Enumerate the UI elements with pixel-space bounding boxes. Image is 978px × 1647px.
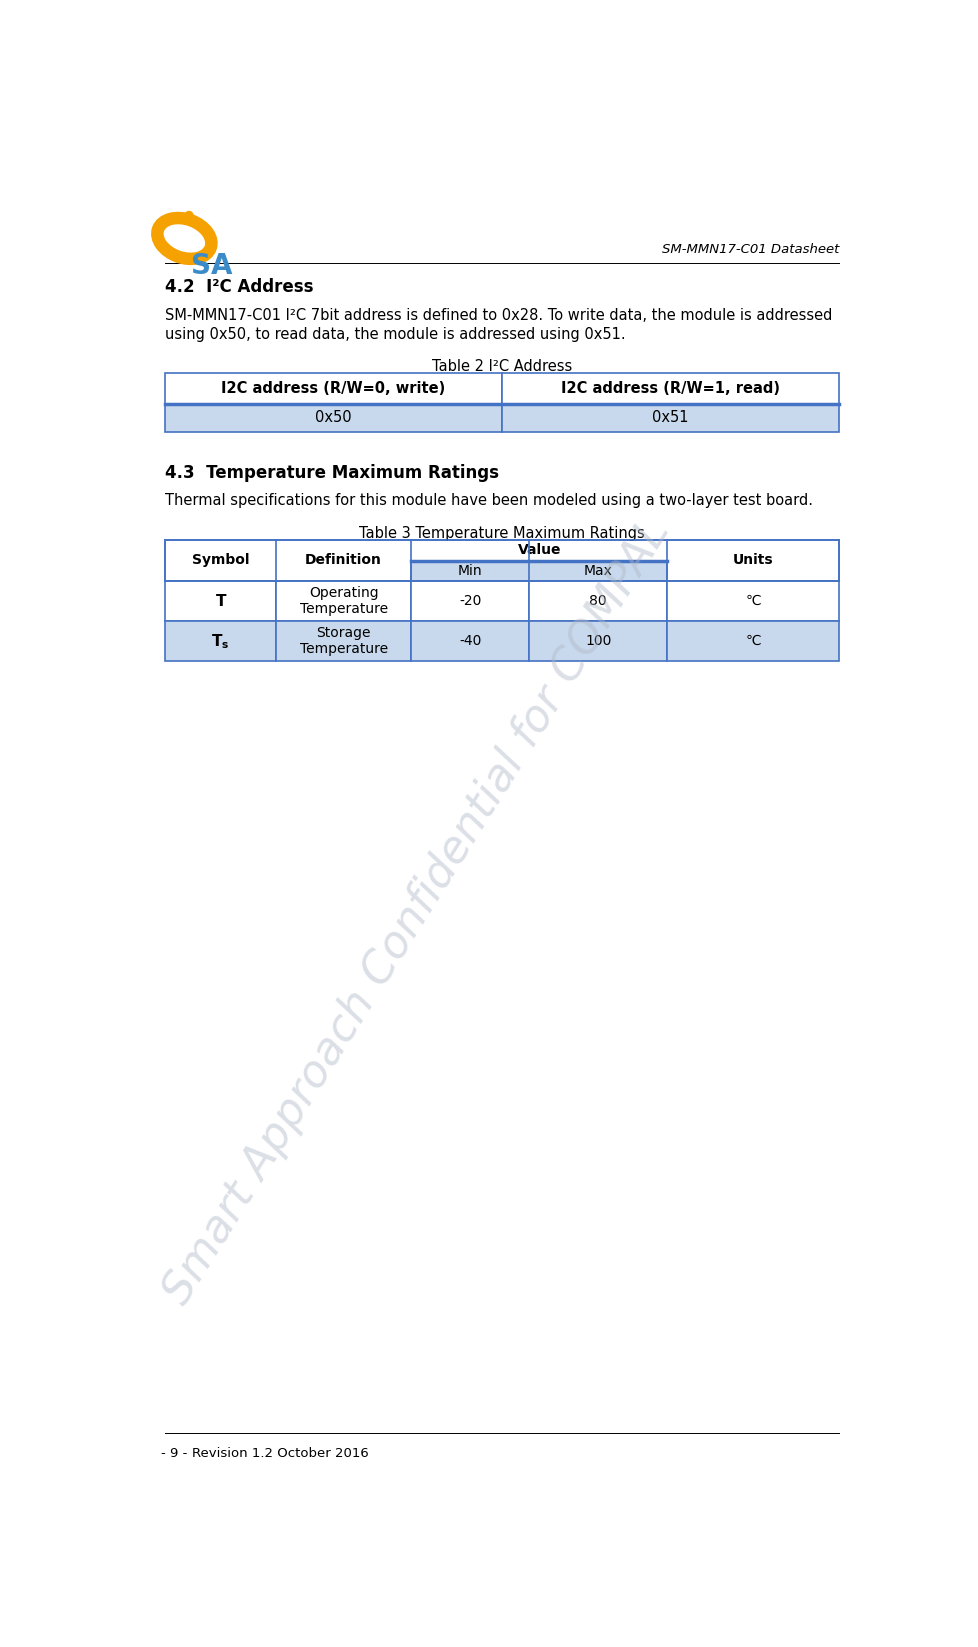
Bar — [276, 621, 411, 660]
Text: Storage
Temperature: Storage Temperature — [299, 626, 387, 656]
Text: Units: Units — [733, 553, 773, 567]
Bar — [411, 621, 528, 660]
Text: -20: -20 — [459, 595, 481, 608]
Bar — [528, 581, 667, 621]
Text: SA: SA — [191, 252, 232, 280]
Text: Operating
Temperature: Operating Temperature — [299, 586, 387, 616]
Text: Table 2 I²C Address: Table 2 I²C Address — [431, 359, 572, 374]
Text: Min: Min — [458, 563, 482, 578]
Bar — [502, 404, 838, 432]
Circle shape — [185, 211, 193, 219]
Text: Definition: Definition — [305, 553, 381, 567]
Text: ℃: ℃ — [744, 634, 760, 649]
Bar — [502, 374, 838, 404]
Bar — [528, 621, 667, 660]
Bar — [411, 562, 667, 581]
Text: Table 3 Temperature Maximum Ratings: Table 3 Temperature Maximum Ratings — [359, 525, 645, 540]
Text: using 0x50, to read data, the module is addressed using 0x51.: using 0x50, to read data, the module is … — [165, 328, 625, 343]
Text: 4.3  Temperature Maximum Ratings: 4.3 Temperature Maximum Ratings — [165, 464, 499, 483]
Text: SM-MMN17-C01 I²C 7bit address is defined to 0x28. To write data, the module is a: SM-MMN17-C01 I²C 7bit address is defined… — [165, 308, 831, 323]
Bar — [667, 581, 838, 621]
Bar — [165, 404, 502, 432]
Text: $\mathbf{T_s}$: $\mathbf{T_s}$ — [211, 632, 230, 651]
Bar — [165, 374, 502, 404]
Bar — [667, 621, 838, 660]
Text: Max: Max — [583, 563, 612, 578]
Bar — [276, 581, 411, 621]
Text: 0x50: 0x50 — [315, 410, 351, 425]
Text: 0x51: 0x51 — [651, 410, 689, 425]
Text: ℃: ℃ — [744, 595, 760, 608]
Bar — [165, 540, 838, 581]
Text: Thermal specifications for this module have been modeled using a two-layer test : Thermal specifications for this module h… — [165, 494, 812, 509]
Text: SM-MMN17-C01 Datasheet: SM-MMN17-C01 Datasheet — [661, 244, 838, 255]
Text: Value: Value — [517, 544, 560, 557]
Bar — [165, 581, 276, 621]
Text: I2C address (R/W=1, read): I2C address (R/W=1, read) — [560, 380, 779, 395]
Bar — [411, 581, 528, 621]
Text: 100: 100 — [585, 634, 611, 649]
Text: 80: 80 — [589, 595, 606, 608]
Text: 4.2  I²C Address: 4.2 I²C Address — [165, 278, 313, 296]
Bar — [165, 621, 276, 660]
Text: - 9 -: - 9 - — [161, 1448, 188, 1461]
Text: Smart Approach Confidential for COMPAL: Smart Approach Confidential for COMPAL — [156, 511, 678, 1311]
Text: Revision 1.2 October 2016: Revision 1.2 October 2016 — [192, 1448, 369, 1461]
Text: -40: -40 — [459, 634, 481, 649]
Text: T: T — [215, 593, 226, 609]
Text: I2C address (R/W=0, write): I2C address (R/W=0, write) — [221, 380, 445, 395]
Text: Symbol: Symbol — [192, 553, 249, 567]
